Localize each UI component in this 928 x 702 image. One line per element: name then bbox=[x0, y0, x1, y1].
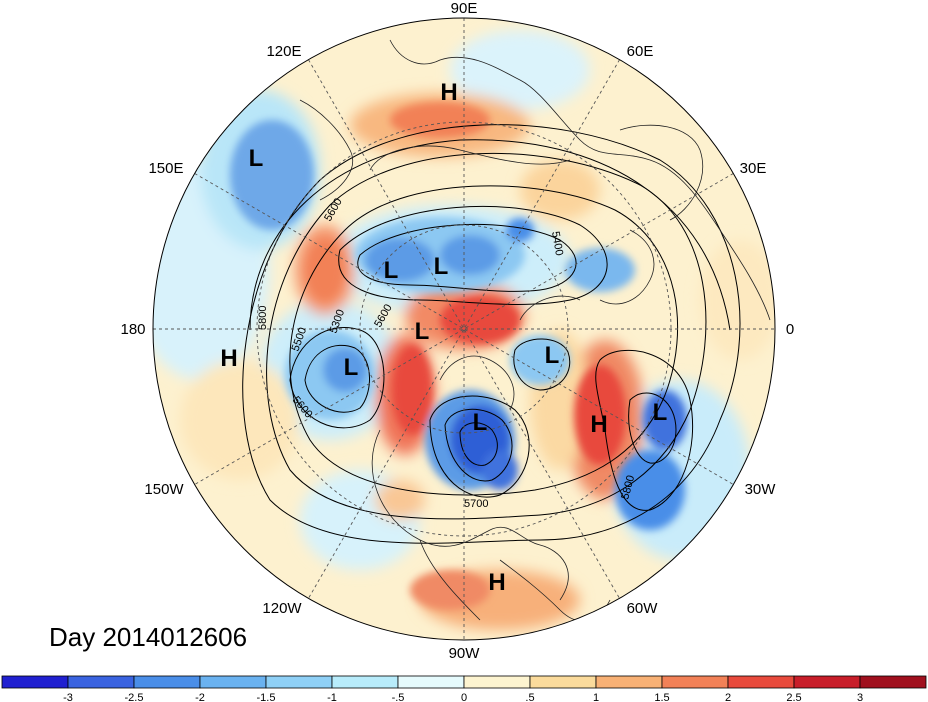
colorbar-box bbox=[67, 675, 135, 689]
colorbar-box bbox=[661, 675, 729, 689]
low-marker: L bbox=[434, 253, 449, 280]
colorbar-box bbox=[397, 675, 465, 689]
high-marker: H bbox=[590, 411, 607, 438]
contour-label: 5800 bbox=[257, 306, 269, 330]
colorbar-tick-label: 2.5 bbox=[786, 692, 801, 702]
colorbar-box bbox=[793, 675, 861, 689]
lon-label-60w: 60W bbox=[627, 600, 659, 617]
lon-label-0: 0 bbox=[786, 321, 794, 338]
high-marker: H bbox=[488, 569, 505, 596]
pressure-centers: H L H L L L L L H L L H bbox=[220, 79, 667, 596]
colorbar-tick-label: -2 bbox=[195, 692, 205, 702]
lon-label-90w: 90W bbox=[449, 645, 481, 662]
colorbar-tick-labels: -3 -2.5 -2 -1.5 -1 -.5 0 .5 1 1.5 2 2.5 3 bbox=[63, 692, 863, 702]
colorbar-tick-label: -1.5 bbox=[257, 692, 276, 702]
lon-label-150e: 150E bbox=[148, 160, 183, 177]
colorbar-tick-label: -.5 bbox=[392, 692, 405, 702]
lon-label-30e: 30E bbox=[740, 160, 767, 177]
lon-label-30w: 30W bbox=[745, 481, 777, 498]
high-marker: H bbox=[440, 79, 457, 106]
lon-label-90e: 90E bbox=[451, 0, 478, 17]
colorbar-tick-label: 3 bbox=[857, 692, 863, 702]
colorbar-box bbox=[1, 675, 69, 689]
low-marker: L bbox=[415, 318, 430, 345]
lon-label-180: 180 bbox=[120, 321, 145, 338]
colorbar-tick-label: -3 bbox=[63, 692, 73, 702]
colorbar-tick-label: 2 bbox=[725, 692, 731, 702]
contour-label: 5400 bbox=[549, 230, 565, 256]
low-marker: L bbox=[473, 409, 488, 436]
colorbar-tick-label: 0 bbox=[461, 692, 467, 702]
colorbar-box bbox=[595, 675, 663, 689]
lon-label-150w: 150W bbox=[144, 481, 184, 498]
coastlines bbox=[299, 39, 771, 622]
low-marker: L bbox=[653, 399, 668, 426]
lon-label-60e: 60E bbox=[627, 43, 654, 60]
colorbar-box bbox=[727, 675, 795, 689]
low-marker: L bbox=[344, 354, 359, 381]
colorbar: -3 -2.5 -2 -1.5 -1 -.5 0 .5 1 1.5 2 2.5 3 bbox=[1, 675, 927, 702]
colorbar-box bbox=[463, 675, 531, 689]
graticule bbox=[153, 18, 775, 640]
colorbar-tick-label: 1.5 bbox=[654, 692, 669, 702]
colorbar-boxes bbox=[1, 675, 927, 689]
high-marker: H bbox=[220, 345, 237, 372]
longitude-labels: 90E 60E 30E 0 30W 60W 90W 120W 150W 180 … bbox=[120, 0, 794, 662]
map-boundary bbox=[152, 17, 776, 641]
colorbar-box bbox=[331, 675, 399, 689]
low-marker: L bbox=[249, 145, 264, 172]
colorbar-tick-label: -1 bbox=[327, 692, 337, 702]
colorbar-box bbox=[529, 675, 597, 689]
colorbar-box bbox=[199, 675, 267, 689]
colorbar-tick-label: -2.5 bbox=[125, 692, 144, 702]
colorbar-box bbox=[265, 675, 333, 689]
low-marker: L bbox=[384, 257, 399, 284]
day-title: Day 2014012606 bbox=[49, 622, 247, 652]
colorbar-box bbox=[133, 675, 201, 689]
lon-label-120e: 120E bbox=[266, 43, 301, 60]
colorbar-tick-label: .5 bbox=[525, 692, 534, 702]
low-marker: L bbox=[545, 342, 560, 369]
colorbar-box bbox=[859, 675, 927, 689]
lon-label-120w: 120W bbox=[262, 600, 302, 617]
contour-label: 5700 bbox=[464, 498, 488, 510]
colorbar-tick-label: 1 bbox=[593, 692, 599, 702]
